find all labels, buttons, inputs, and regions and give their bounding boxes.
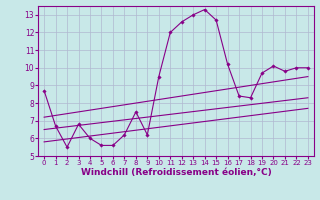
X-axis label: Windchill (Refroidissement éolien,°C): Windchill (Refroidissement éolien,°C): [81, 168, 271, 177]
